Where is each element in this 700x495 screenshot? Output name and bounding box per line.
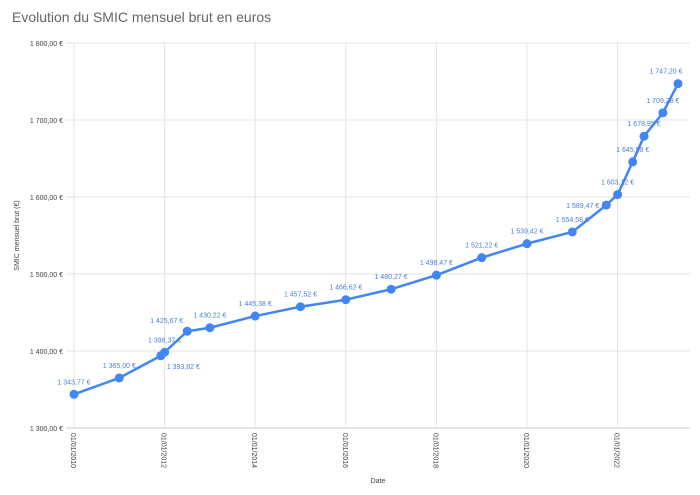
data-point [639,131,649,141]
data-point [601,200,611,210]
data-point [673,79,683,89]
data-point [431,270,441,280]
data-label: 1 480,27 € [375,274,408,281]
x-tick-label: 01/01/2010 [69,433,76,468]
y-tick-label: 1 600,00 € [30,195,63,202]
x-tick-label: 01/01/2022 [613,433,620,468]
data-point [182,326,192,336]
data-point [114,373,124,383]
data-label: 1 343,77 € [57,379,90,386]
data-label: 1 589,47 € [566,203,599,210]
data-label: 1 466,62 € [329,285,362,292]
data-label: 1 678,95 € [627,121,660,128]
data-point [341,295,351,305]
y-tick-label: 1 800,00 € [30,41,63,48]
data-point [205,323,215,333]
data-label: 1 554,58 € [556,217,589,224]
x-tick-label: 01/01/2016 [341,433,348,468]
data-label: 1 365,00 € [103,363,136,370]
y-tick-label: 1 400,00 € [30,349,63,356]
data-label: 1 645,58 € [616,147,649,154]
x-tick-label: 01/01/2012 [160,433,167,468]
x-axis-title: Date [371,478,386,485]
data-label: 1 430,22 € [193,313,226,320]
chart-title: Evolution du SMIC mensuel brut en euros [12,9,272,25]
x-tick-label: 01/01/2018 [431,433,438,468]
data-label: 1 521,22 € [465,243,498,250]
data-point [69,389,79,399]
data-label: 1 445,38 € [239,301,272,308]
data-point [296,302,305,312]
data-label: 1 425,67 € [150,318,183,325]
data-point [658,108,668,118]
data-label: 1 393,82 € [167,364,200,371]
data-point [567,227,577,237]
y-tick-label: 1 500,00 € [30,272,63,279]
data-label: 1 539,42 € [510,229,543,236]
data-point [522,239,532,249]
series-line [73,83,680,396]
data-point [628,157,638,167]
y-tick-label: 1 300,00 € [30,426,63,433]
data-label: 1 709,28 € [646,98,679,105]
x-tick-label: 01/01/2020 [522,433,529,468]
data-label: 1 398,37 € [148,337,181,344]
data-point [477,253,487,263]
data-label: 1 747,20 € [649,69,682,76]
y-axis-title: SMIC mensuel brut (€) [14,200,21,270]
data-point [250,311,260,321]
data-point [386,284,396,294]
x-tick-label: 01/01/2014 [250,433,257,468]
data-label: 1 498,47 € [420,260,453,267]
data-label: 1 603,12 € [601,180,634,187]
data-point [613,190,623,200]
data-point [160,347,170,357]
y-tick-label: 1 700,00 € [30,118,63,125]
data-label: 1 457,52 € [284,292,317,299]
